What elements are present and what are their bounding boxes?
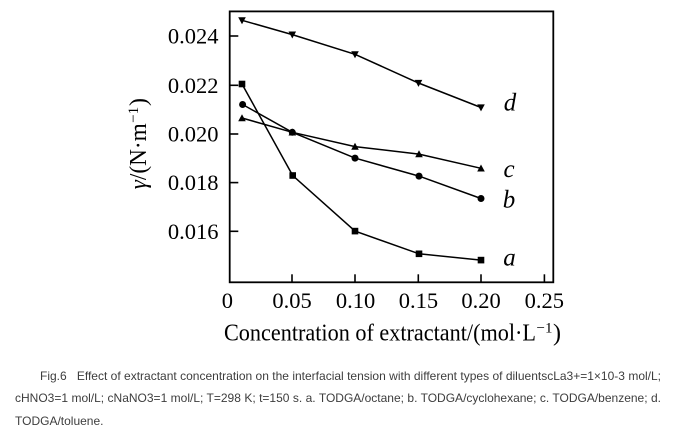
svg-text:0.25: 0.25 <box>525 288 564 313</box>
svg-text:−1: −1 <box>126 107 142 123</box>
svg-text:0.016: 0.016 <box>168 219 219 244</box>
svg-text:): ) <box>553 321 561 347</box>
svg-text:γ/(N·m: γ/(N·m <box>126 123 152 189</box>
svg-text:0.024: 0.024 <box>168 24 219 49</box>
svg-text:d: d <box>504 90 517 117</box>
svg-text:0.018: 0.018 <box>168 170 219 195</box>
svg-text:0.05: 0.05 <box>272 288 311 313</box>
svg-text:0.20: 0.20 <box>461 288 500 313</box>
svg-text:0.022: 0.022 <box>168 73 219 98</box>
svg-text:): ) <box>126 98 152 106</box>
svg-text:−1: −1 <box>537 321 553 337</box>
svg-text:0.15: 0.15 <box>399 288 438 313</box>
svg-text:b: b <box>503 187 516 214</box>
svg-text:a: a <box>503 244 516 271</box>
svg-text:Concentration of extractant/(m: Concentration of extractant/(mol·L <box>224 321 536 347</box>
svg-text:0.10: 0.10 <box>336 288 375 313</box>
svg-text:0.020: 0.020 <box>168 122 219 147</box>
svg-text:0: 0 <box>222 288 233 313</box>
svg-text:c: c <box>503 156 514 183</box>
